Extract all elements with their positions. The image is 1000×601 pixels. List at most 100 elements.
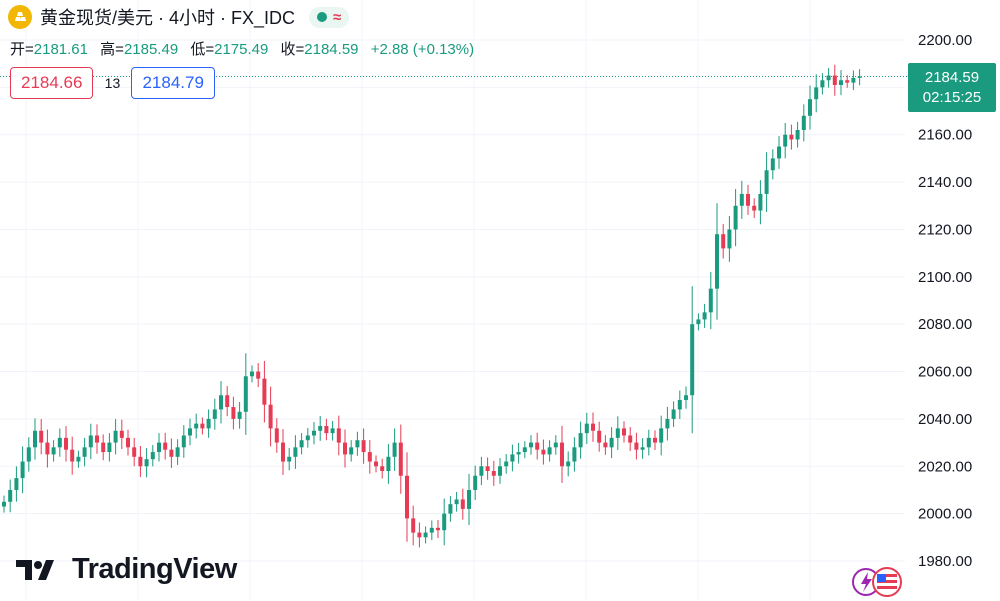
candle — [510, 444, 515, 472]
approx-wave-icon: ≈ — [333, 8, 342, 26]
candle — [231, 396, 236, 430]
y-tick-label: 1980.00 — [918, 553, 972, 570]
price-axis[interactable]: 1980.00 2000.00 2020.00 2040.00 2060.00 2080.… — [918, 32, 972, 570]
market-open-dot-icon — [317, 12, 328, 22]
candle — [746, 184, 750, 215]
candle — [64, 426, 68, 462]
candle — [820, 73, 825, 95]
candle — [529, 435, 533, 455]
candle — [76, 450, 81, 468]
candle — [101, 434, 106, 461]
candle — [491, 460, 496, 486]
candle — [281, 429, 285, 475]
candle — [572, 437, 577, 472]
market-status-pill[interactable]: ≈ — [309, 6, 350, 28]
candle — [646, 429, 651, 456]
y-tick-label: 2040.00 — [918, 411, 972, 428]
candle — [262, 360, 267, 423]
gold-bars-icon[interactable] — [8, 5, 32, 29]
candle — [628, 427, 633, 452]
indicator-badges[interactable] — [850, 565, 906, 599]
candle — [113, 418, 118, 455]
spread-value: 13 — [104, 75, 121, 91]
candle — [597, 421, 602, 452]
bar-countdown: 02:15:25 — [922, 88, 982, 106]
ohlc-legend: 开=2181.61 高=2185.49 低=2175.49 收=2184.59 … — [10, 38, 474, 59]
candle — [212, 398, 217, 430]
candle — [287, 448, 292, 471]
candle — [312, 421, 316, 445]
y-tick-label: 2060.00 — [918, 364, 972, 381]
candle — [95, 424, 99, 454]
candle — [349, 440, 354, 462]
candle — [460, 488, 465, 520]
candle — [330, 420, 335, 441]
candle — [157, 433, 161, 462]
sell-button[interactable]: 2184.66 — [10, 67, 94, 99]
candle — [615, 416, 620, 450]
candle — [150, 444, 155, 467]
candle — [498, 458, 502, 484]
candle — [45, 429, 50, 468]
candle — [845, 75, 850, 88]
candle — [566, 451, 571, 477]
tradingview-logo[interactable]: TradingView — [16, 553, 237, 586]
candle — [367, 439, 372, 474]
candle — [584, 412, 589, 444]
candle — [516, 442, 521, 464]
candle — [715, 203, 719, 320]
low-label: 低= — [190, 41, 215, 58]
candle — [324, 418, 329, 441]
candle — [132, 437, 137, 467]
candle — [653, 430, 657, 451]
candle — [250, 365, 254, 383]
candle — [398, 424, 403, 494]
candle — [522, 441, 527, 459]
candle — [268, 386, 273, 447]
candle — [336, 415, 341, 456]
candle — [39, 418, 44, 455]
candle — [560, 425, 564, 484]
low-value: 2175.49 — [214, 41, 269, 58]
candle — [144, 448, 149, 478]
candle — [51, 440, 56, 462]
candle — [411, 505, 416, 546]
candle — [219, 381, 223, 424]
candle — [758, 180, 763, 225]
last-price-value: 2184.59 — [924, 68, 980, 86]
candle — [194, 413, 199, 439]
candle — [299, 433, 304, 455]
y-tick-label: 2140.00 — [918, 174, 972, 191]
chart-header: 黄金现货/美元 · 4小时 · FX_IDC ≈ — [8, 4, 350, 30]
symbol-title[interactable]: 黄金现货/美元 · 4小时 · FX_IDC — [40, 8, 296, 28]
candle — [851, 70, 856, 91]
tradingview-logo-icon — [16, 559, 54, 580]
candle — [634, 432, 639, 460]
last-price-tag: 2184.59 02:15:25 — [908, 63, 996, 112]
candle — [783, 122, 788, 159]
candle — [175, 439, 180, 465]
candle — [640, 438, 645, 459]
candle — [256, 363, 261, 388]
candle — [392, 428, 397, 471]
candle — [2, 495, 6, 513]
candle — [169, 438, 174, 468]
close-label: 收= — [280, 41, 305, 58]
candle — [343, 429, 347, 468]
candle — [126, 429, 130, 456]
candle — [361, 428, 366, 464]
candle — [696, 313, 701, 331]
candle — [603, 435, 608, 455]
y-tick-label: 2120.00 — [918, 221, 972, 238]
candle — [684, 386, 688, 409]
high-value: 2185.49 — [123, 41, 179, 58]
candle — [57, 428, 62, 457]
open-value: 2181.61 — [33, 41, 88, 58]
buy-button[interactable]: 2184.79 — [131, 67, 215, 99]
candle — [795, 121, 800, 148]
candle — [671, 401, 676, 428]
candle — [839, 70, 843, 96]
candle — [8, 479, 13, 513]
candle — [485, 457, 490, 480]
